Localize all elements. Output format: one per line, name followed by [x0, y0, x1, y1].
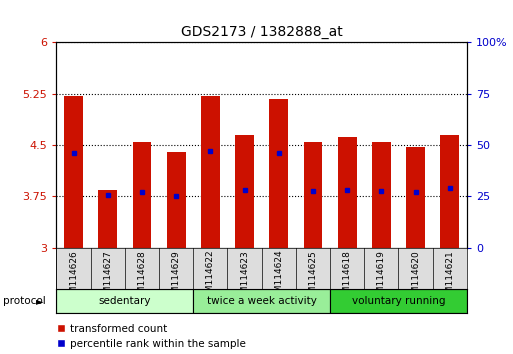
Text: GSM114622: GSM114622 [206, 250, 215, 304]
Text: GSM114620: GSM114620 [411, 250, 420, 304]
Text: voluntary running: voluntary running [352, 296, 445, 306]
Text: GSM114629: GSM114629 [172, 250, 181, 304]
Bar [98, 190, 117, 248]
Bar [372, 142, 391, 248]
Bar [269, 99, 288, 248]
Bar [406, 147, 425, 248]
Text: ►: ► [36, 296, 44, 306]
Text: GSM114626: GSM114626 [69, 250, 78, 304]
Text: twice a week activity: twice a week activity [207, 296, 317, 306]
Text: GSM114623: GSM114623 [240, 250, 249, 304]
Text: GSM114624: GSM114624 [274, 250, 283, 304]
Bar [64, 96, 83, 248]
Bar [193, 289, 330, 313]
Text: sedentary: sedentary [98, 296, 151, 306]
Bar [235, 135, 254, 248]
Bar [56, 289, 193, 313]
Bar [304, 142, 322, 248]
Text: GSM114627: GSM114627 [103, 250, 112, 304]
Text: GSM114621: GSM114621 [445, 250, 454, 304]
Title: GDS2173 / 1382888_at: GDS2173 / 1382888_at [181, 25, 343, 39]
Text: GSM114628: GSM114628 [137, 250, 146, 304]
Bar [201, 96, 220, 248]
Bar [167, 152, 186, 248]
Bar [338, 137, 357, 248]
Text: GSM114618: GSM114618 [343, 250, 351, 305]
Legend: transformed count, percentile rank within the sample: transformed count, percentile rank withi… [56, 324, 246, 349]
Text: GSM114625: GSM114625 [308, 250, 318, 304]
Bar [440, 135, 459, 248]
Bar [330, 289, 467, 313]
Text: protocol: protocol [3, 296, 45, 306]
Bar [132, 142, 151, 248]
Text: GSM114619: GSM114619 [377, 250, 386, 305]
